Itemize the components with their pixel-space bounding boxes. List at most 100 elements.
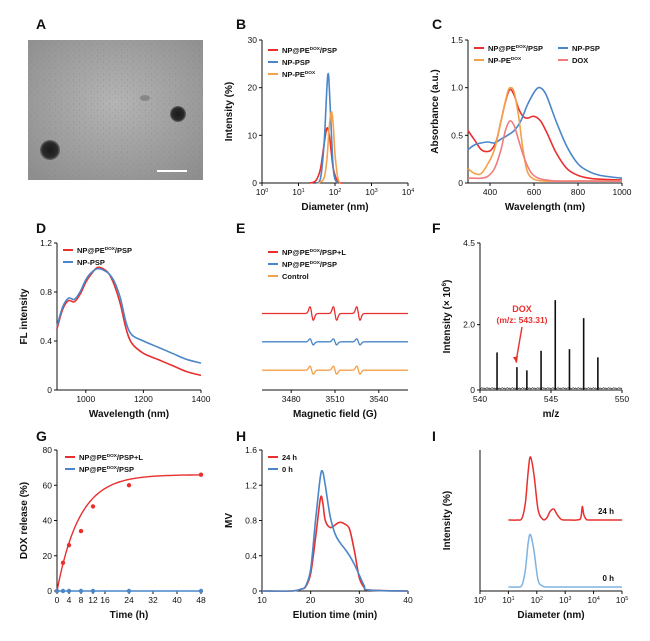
x-tick-label: 1000 (613, 187, 632, 197)
panel-label-i: I (432, 428, 436, 444)
x-tick-label: 48 (196, 595, 206, 605)
x-tick-label: 104​ (402, 187, 414, 197)
y-tick-label: 0.8 (40, 287, 52, 297)
y-tick-label: 0 (470, 385, 475, 395)
panel-i: 100​ 101​ 102​ 103​ 104​ 105​ Diameter (nm) Int… (442, 450, 628, 621)
y-tick-label: 0 (47, 385, 52, 395)
y-tick-label: 20 (248, 83, 258, 93)
y-tick-label: 0.4 (40, 336, 52, 346)
panel-label-d: D (36, 220, 46, 236)
y-tick-label: 30 (248, 35, 258, 45)
x-tick-label: 550 (615, 394, 629, 404)
y-axis-label: Intensity (%) (442, 491, 453, 550)
x-tick-label: 101​ (502, 595, 514, 605)
y-axis-label: FL intensity (19, 288, 30, 344)
y-tick-label: 10 (248, 130, 258, 140)
x-tick-label: 8 (79, 595, 84, 605)
x-axis-label: Diameter (nm) (517, 610, 584, 621)
x-tick-label: 3480 (282, 394, 301, 404)
x-tick-label: 103​ (365, 187, 377, 197)
legend-label: NP@PEDOX​/PSP+L (79, 453, 143, 462)
series-label: 24 h (598, 507, 614, 516)
legend-label: NP-PSP (77, 258, 105, 267)
legend-label: NP-PSP (282, 58, 310, 67)
data-point (60, 588, 66, 594)
x-tick-label: 1000 (76, 394, 95, 404)
series-line (508, 456, 623, 521)
series-line (508, 533, 622, 588)
data-point (66, 542, 72, 548)
panel-label-f: F (432, 220, 441, 236)
data-point (78, 528, 84, 534)
legend-label: NP@PEDOX​/PSP (488, 44, 543, 53)
x-tick-label: 24 (124, 595, 134, 605)
series-line (315, 72, 339, 184)
x-tick-label: 20 (306, 595, 316, 605)
data-point (90, 588, 96, 594)
x-tick-label: 545 (544, 394, 558, 404)
x-tick-label: 0 (55, 595, 60, 605)
y-tick-label: 4.5 (463, 238, 475, 248)
annotation-arrowhead (512, 356, 518, 364)
series-line (261, 495, 409, 592)
legend-label: 0 h (282, 465, 293, 474)
series-line (262, 365, 408, 375)
panel-label-h: H (236, 428, 246, 444)
data-point (60, 560, 66, 565)
panel-label-g: G (36, 428, 47, 444)
x-tick-label: 40 (172, 595, 182, 605)
x-tick-label: 104​ (587, 595, 599, 605)
x-tick-label: 103​ (559, 595, 571, 605)
baseline-noise (479, 387, 623, 390)
panel-h: 10 20 30 40 0 0.4 0.8 1.2 1.6 Elution time (min) M… (224, 445, 413, 621)
y-tick-label: 1.6 (245, 445, 257, 455)
x-tick-label: 3510 (326, 394, 345, 404)
data-point (78, 588, 84, 594)
legend-label: NP@PEDOX​/PSP (282, 46, 337, 55)
panel-a: A (28, 16, 203, 180)
legend-label: DOX (572, 56, 588, 65)
x-tick-label: 1400 (192, 394, 211, 404)
data-point (66, 588, 72, 594)
panel-d: 1000 1200 1400 0 0.4 0.8 1.2 Wavelength (nm) FL … (19, 238, 211, 420)
panel-b: 100​ 101​ 102​ 103​ 104​ 0 10 20 30 Diameter (nm)… (224, 35, 414, 213)
x-tick-label: 101​ (292, 187, 304, 197)
series-line (467, 86, 622, 183)
x-tick-label: 540 (473, 394, 487, 404)
y-tick-label: 0 (252, 178, 257, 188)
series-line (467, 86, 623, 179)
x-tick-label: 10 (257, 595, 267, 605)
y-tick-label: 1.2 (245, 480, 257, 490)
annotation-title: DOX (512, 304, 532, 314)
x-axis-label: Wavelength (nm) (89, 409, 169, 420)
x-axis-label: m/z (543, 409, 560, 420)
scale-bar (157, 170, 187, 172)
y-axis-label: MV (224, 513, 235, 528)
x-tick-label: 30 (355, 595, 365, 605)
y-axis-label: Intensity (%) (224, 82, 235, 141)
y-tick-label: 20 (43, 551, 53, 561)
x-tick-label: 40 (403, 595, 413, 605)
legend-label: Control (282, 272, 309, 281)
legend-label: NP-PSP (572, 44, 600, 53)
x-tick-label: 102​ (329, 187, 341, 197)
y-axis-label: Absorbance (a.u.) (430, 69, 441, 153)
x-axis-label: Magnetic field (G) (293, 409, 377, 420)
x-tick-label: 4 (67, 595, 72, 605)
x-axis-label: Elution time (min) (293, 610, 377, 621)
legend-label: NP@PEDOX​/PSP (79, 465, 134, 474)
y-tick-label: 60 (43, 480, 53, 490)
series-line (261, 469, 409, 592)
y-tick-label: 0.4 (245, 551, 257, 561)
x-tick-label: 600 (527, 187, 541, 197)
legend-label: NP-PEDOX​ (282, 70, 316, 79)
legend-label: NP@PEDOX​/PSP (77, 246, 132, 255)
x-tick-label: 3540 (369, 394, 388, 404)
panel-label-c: C (432, 16, 442, 32)
fit-curve (56, 474, 201, 592)
series-line (468, 120, 622, 182)
legend-label: NP@PEDOX​/PSP (282, 260, 337, 269)
annotation-subtext: (m/z: 543.31) (496, 315, 547, 325)
x-axis-label: Diameter (nm) (301, 202, 368, 213)
